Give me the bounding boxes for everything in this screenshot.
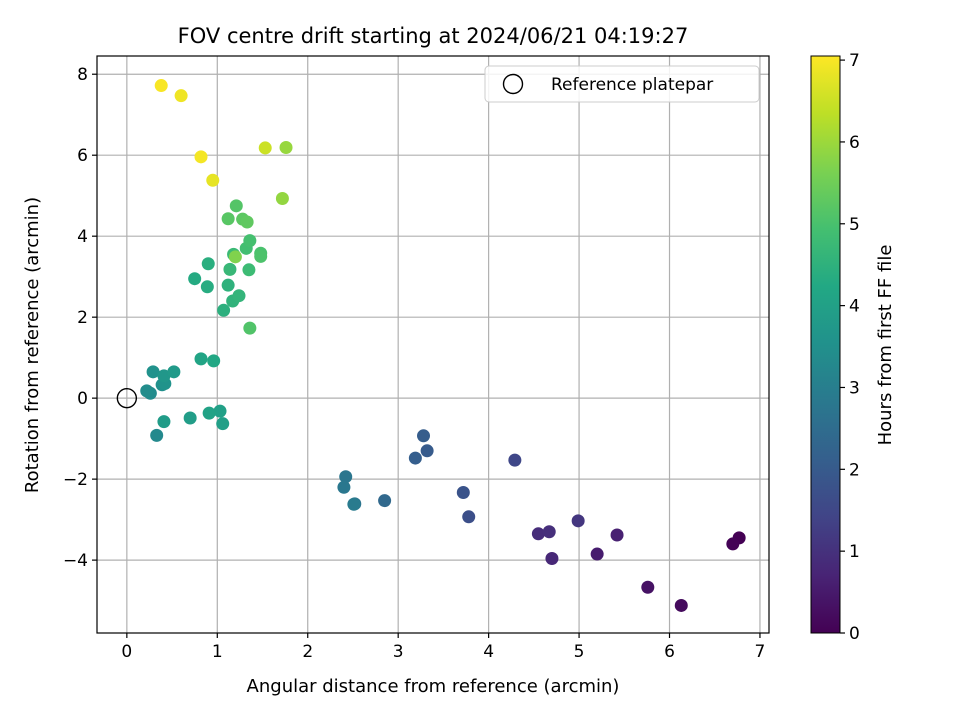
x-tick-label: 0 [121,642,132,662]
data-point [216,417,230,431]
x-tick-label: 7 [755,642,766,662]
data-point [378,494,392,508]
data-point [183,411,197,425]
x-axis-label: Angular distance from reference (arcmin) [247,676,620,697]
colorbar-tick-label: 0 [849,624,860,644]
data-point [254,249,268,263]
data-point [347,497,361,511]
data-point [188,272,202,286]
data-point [408,451,422,465]
data-point [202,406,216,420]
data-point [194,150,208,164]
colorbar-tick-label: 2 [849,460,860,480]
y-tick-label: 2 [77,308,88,328]
x-tick-label: 6 [664,642,675,662]
y-tick-label: 4 [77,227,88,247]
data-point [221,212,235,226]
data-point [221,278,235,292]
x-axis-ticks: 0 1 2 3 4 5 6 7 [121,633,765,662]
colorbar-tick-label: 4 [849,297,860,317]
colorbar-ticks: 0 1 2 3 4 5 6 7 [840,51,860,644]
data-points [140,79,746,612]
legend-label: Reference platepar [551,75,713,95]
x-tick-label: 3 [393,642,404,662]
x-tick-label: 5 [574,642,585,662]
data-point [217,303,231,317]
data-point [243,321,257,335]
y-tick-label: 6 [77,146,88,166]
data-point [275,192,289,206]
chart-title: FOV centre drift starting at 2024/06/21 … [178,24,689,48]
colorbar-tick-label: 7 [849,51,860,71]
data-point [229,199,243,213]
data-point [462,510,476,524]
x-tick-label: 2 [302,642,313,662]
data-point [531,527,545,541]
data-point [240,215,254,229]
colorbar-gradient [810,55,841,634]
data-point [201,257,215,271]
data-point [545,551,559,565]
legend-box [484,65,760,103]
data-point [243,234,257,248]
data-point [590,547,604,561]
data-point [140,384,154,398]
data-point [228,250,242,264]
data-point [610,528,624,542]
data-point [726,537,740,551]
grid-lines [97,56,769,633]
data-point [456,485,470,499]
colorbar-tick-label: 5 [849,215,860,235]
data-point [242,263,256,277]
data-point [339,470,353,484]
data-point [641,580,655,594]
reference-marker [116,387,138,409]
y-tick-label: 8 [77,65,88,85]
data-point [200,280,214,294]
y-tick-label: −2 [63,470,88,490]
data-point [150,428,164,442]
data-point [420,444,434,458]
data-point [213,404,227,418]
data-point [571,514,585,528]
data-point [157,369,171,383]
data-point [146,365,160,379]
data-point [674,598,688,612]
data-point [154,79,168,93]
y-tick-label: −4 [63,551,88,571]
data-point [207,354,221,368]
data-point [232,289,246,303]
colorbar: 0 1 2 3 4 5 6 7 Hours from first FF file [810,51,896,644]
x-tick-label: 4 [483,642,494,662]
legend-open-circle-icon [502,73,524,95]
data-point [206,173,220,187]
y-tick-label: 0 [77,389,88,409]
data-point [157,415,171,429]
data-point [258,141,272,155]
plot-frame [96,55,770,634]
data-point [194,352,208,366]
y-axis-label: Rotation from reference (arcmin) [22,197,43,493]
data-point [337,480,351,494]
colorbar-tick-label: 1 [849,542,860,562]
y-axis-ticks: −4 −2 0 2 4 6 8 [63,65,97,571]
x-tick-label: 1 [212,642,223,662]
data-point [279,141,293,155]
colorbar-tick-label: 6 [849,133,860,153]
data-point [542,525,556,539]
data-point [167,365,181,379]
colorbar-label: Hours from first FF file [875,245,896,446]
data-point [223,262,237,276]
data-point [417,429,431,443]
data-point [508,453,522,467]
reference-platepar-marker [116,387,138,409]
colorbar-tick-label: 3 [849,378,860,398]
data-point [174,89,188,103]
legend: Reference platepar [484,65,760,103]
